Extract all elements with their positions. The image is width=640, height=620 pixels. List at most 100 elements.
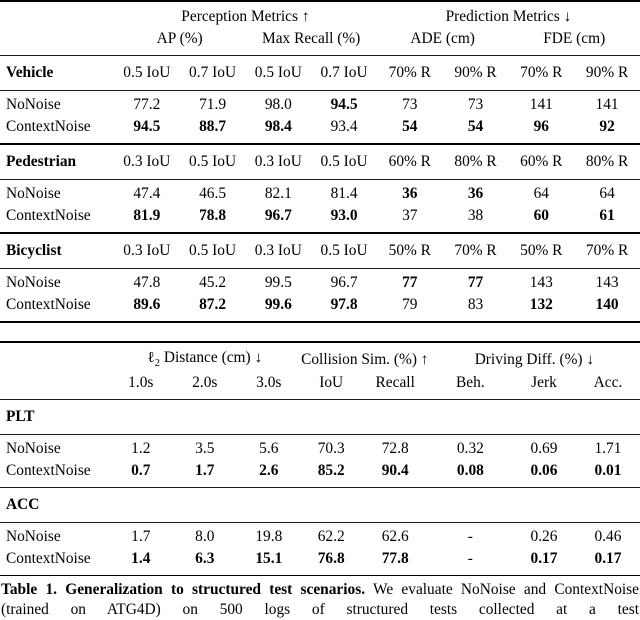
metric-header-max-recall: Max Recall (%) (262, 30, 361, 48)
col-header: 0.5 IoU (311, 143, 377, 181)
col-header: 70% R (574, 232, 640, 270)
metric-value: 94.5 (133, 118, 161, 136)
col-header: 60% R (376, 143, 443, 181)
metric-value: 1.7 (131, 527, 151, 545)
metric-value: 96.7 (330, 274, 358, 292)
col-header: 60% R (508, 143, 575, 181)
metric-value: 88.7 (199, 118, 227, 136)
table-row-nonoise: NoNoise 1.2 3.5 5.6 70.3 72.8 0.32 0.69 … (0, 434, 640, 460)
metric-value: 2.6 (259, 461, 279, 479)
col-header: 0.5 IoU (179, 232, 246, 270)
metric-value: 54 (467, 118, 484, 136)
section-name: Pedestrian (0, 143, 114, 181)
metric-value: 77.2 (133, 96, 161, 114)
metric-value: 64 (599, 185, 615, 203)
col-header: 2.0s (192, 373, 218, 391)
metric-value: 0.46 (594, 527, 622, 545)
metric-value: 0.69 (530, 439, 558, 457)
section-header-row-acc: ACC (0, 486, 640, 523)
col-header: 0.5 IoU (245, 55, 312, 92)
table-row-nonoise: NoNoise 77.2 71.9 98.0 94.5 73 73 141 14… (0, 91, 640, 117)
metric-header-row: 1.0s 2.0s 3.0s IoU Recall Beh. Jerk Acc. (0, 372, 640, 400)
col-header: 0.7 IoU (311, 55, 377, 92)
group-header-driving-diff: Driving Diff. (%) ↓ (474, 350, 595, 368)
metric-value: 0.32 (456, 439, 484, 457)
group-header-prediction: Prediction Metrics ↓ (445, 8, 572, 25)
metric-value: 96.7 (264, 207, 292, 225)
metric-value: 1.4 (131, 549, 151, 567)
metric-header-fde: FDE (cm) (543, 30, 606, 48)
table-row-contextnoise: ContextNoise 1.4 6.3 15.1 76.8 77.8 - 0.… (0, 548, 640, 576)
metric-value: 0.01 (594, 461, 622, 479)
metric-header-ap: AP (%) (156, 30, 203, 48)
row-label: ContextNoise (6, 207, 91, 225)
metric-value: 47.4 (133, 185, 161, 203)
metric-value: 0.17 (530, 549, 558, 567)
metric-value: 92 (599, 118, 615, 136)
metric-value: 46.5 (199, 185, 227, 203)
metric-value: 99.5 (264, 274, 292, 292)
metric-value: 64 (533, 185, 549, 203)
metric-value: 54 (402, 118, 418, 136)
section-header-row-vehicle: Vehicle 0.5 IoU 0.7 IoU 0.5 IoU 0.7 IoU … (0, 55, 640, 92)
section-name: Bicyclist (0, 232, 114, 270)
metric-value: 77.8 (381, 549, 409, 567)
metric-value: 96 (533, 118, 549, 136)
metric-value: 62.2 (317, 527, 345, 545)
row-label: ContextNoise (6, 461, 91, 479)
col-header: Acc. (593, 373, 623, 391)
section-header-row-pedestrian: Pedestrian 0.3 IoU 0.5 IoU 0.3 IoU 0.5 I… (0, 143, 640, 181)
metric-value: 82.1 (264, 185, 292, 203)
group-header-perception: Perception Metrics ↑ (181, 8, 310, 25)
col-header: 90% R (574, 55, 640, 92)
metric-value: 143 (595, 274, 619, 292)
metric-value: 6.3 (195, 549, 215, 567)
table-row-contextnoise: ContextNoise 94.5 88.7 98.4 93.4 54 54 9… (0, 116, 640, 144)
table-caption: Table 1. Generalization to structured te… (0, 580, 640, 620)
table-row-nonoise: NoNoise 1.7 8.0 19.8 62.2 62.6 - 0.26 0.… (0, 522, 640, 548)
row-label: NoNoise (6, 274, 61, 292)
metric-value: 61 (599, 207, 615, 225)
metric-value: 98.4 (264, 118, 292, 136)
table-row-nonoise: NoNoise 47.4 46.5 82.1 81.4 36 36 64 64 (0, 180, 640, 206)
caption-title: Table 1. Generalization to structured te… (1, 580, 366, 598)
metric-value: 93.0 (330, 207, 358, 225)
metric-value: 0.08 (456, 461, 484, 479)
metric-value: 99.6 (264, 296, 292, 314)
metric-value: - (467, 549, 473, 567)
metric-value: 77 (402, 274, 418, 292)
metric-value: 89.6 (133, 296, 161, 314)
metric-value: 83 (467, 296, 484, 314)
col-header: 0.5 IoU (179, 143, 246, 181)
metric-value: 37 (402, 207, 418, 225)
metric-value: 1.2 (131, 439, 151, 457)
metric-value: 0.06 (530, 461, 558, 479)
metric-value: 81.4 (330, 185, 358, 203)
metric-value: 97.8 (330, 296, 358, 314)
table-row-contextnoise: ContextNoise 0.7 1.7 2.6 85.2 90.4 0.08 … (0, 460, 640, 488)
col-header: 70% R (442, 232, 509, 270)
col-header: 0.5 IoU (311, 232, 377, 270)
section-name: ACC (0, 486, 640, 523)
col-header: Jerk (531, 373, 557, 391)
simulation-metrics-table: ℓ2 Distance (cm) ↓ Collision Sim. (%) ↑ … (0, 341, 640, 576)
col-header: 70% R (376, 55, 443, 92)
metric-value: 98.0 (264, 96, 292, 114)
metric-value: 0.26 (530, 527, 558, 545)
row-label: NoNoise (6, 185, 61, 203)
metric-value: 36 (467, 185, 484, 203)
metric-value: 79 (402, 296, 418, 314)
metric-value: 8.0 (195, 527, 215, 545)
col-header: IoU (319, 373, 344, 391)
metric-value: 87.2 (199, 296, 227, 314)
col-header: 80% R (574, 143, 640, 181)
metric-value: 77 (467, 274, 484, 292)
section-header-row-bicyclist: Bicyclist 0.3 IoU 0.5 IoU 0.3 IoU 0.5 Io… (0, 232, 640, 270)
col-header: Beh. (456, 373, 485, 391)
row-label: NoNoise (6, 527, 61, 545)
metric-value: 47.8 (133, 274, 161, 292)
col-header: 50% R (508, 232, 575, 270)
metric-value: 141 (529, 96, 553, 114)
metric-value: 132 (529, 296, 553, 314)
